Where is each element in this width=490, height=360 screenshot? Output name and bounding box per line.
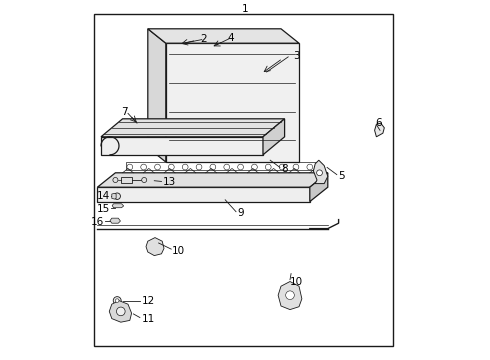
- Bar: [94, 14, 392, 346]
- Polygon shape: [166, 43, 299, 162]
- Polygon shape: [278, 282, 302, 310]
- Text: 10: 10: [290, 276, 303, 287]
- Text: 10: 10: [172, 246, 185, 256]
- Text: 12: 12: [141, 296, 154, 306]
- Text: 8: 8: [281, 164, 288, 174]
- Circle shape: [142, 177, 147, 183]
- Polygon shape: [146, 238, 164, 256]
- Polygon shape: [101, 119, 285, 137]
- Text: 5: 5: [338, 171, 344, 181]
- Text: 11: 11: [141, 314, 154, 324]
- Polygon shape: [110, 218, 121, 223]
- Polygon shape: [98, 187, 310, 202]
- Circle shape: [113, 177, 118, 183]
- Text: 3: 3: [294, 51, 300, 61]
- Text: 4: 4: [227, 33, 234, 43]
- Polygon shape: [98, 173, 328, 187]
- Text: 9: 9: [237, 208, 244, 218]
- Circle shape: [114, 193, 121, 199]
- Circle shape: [113, 297, 121, 305]
- Text: 16: 16: [91, 217, 104, 227]
- Circle shape: [117, 307, 125, 316]
- Text: 13: 13: [163, 177, 176, 187]
- Text: 2: 2: [200, 34, 207, 44]
- Text: 1: 1: [242, 4, 248, 14]
- Polygon shape: [121, 177, 132, 183]
- Circle shape: [286, 291, 294, 300]
- Text: 15: 15: [97, 204, 110, 214]
- Polygon shape: [310, 173, 328, 202]
- Polygon shape: [374, 123, 384, 137]
- Polygon shape: [263, 119, 285, 155]
- Polygon shape: [314, 160, 328, 184]
- Polygon shape: [112, 204, 123, 208]
- Polygon shape: [148, 29, 166, 162]
- Text: 7: 7: [121, 107, 128, 117]
- Polygon shape: [148, 29, 299, 43]
- Circle shape: [317, 170, 322, 176]
- Circle shape: [116, 299, 119, 302]
- Text: 6: 6: [375, 118, 382, 128]
- Polygon shape: [109, 301, 132, 322]
- Text: 14: 14: [97, 191, 110, 201]
- Polygon shape: [101, 137, 263, 155]
- Polygon shape: [112, 193, 116, 199]
